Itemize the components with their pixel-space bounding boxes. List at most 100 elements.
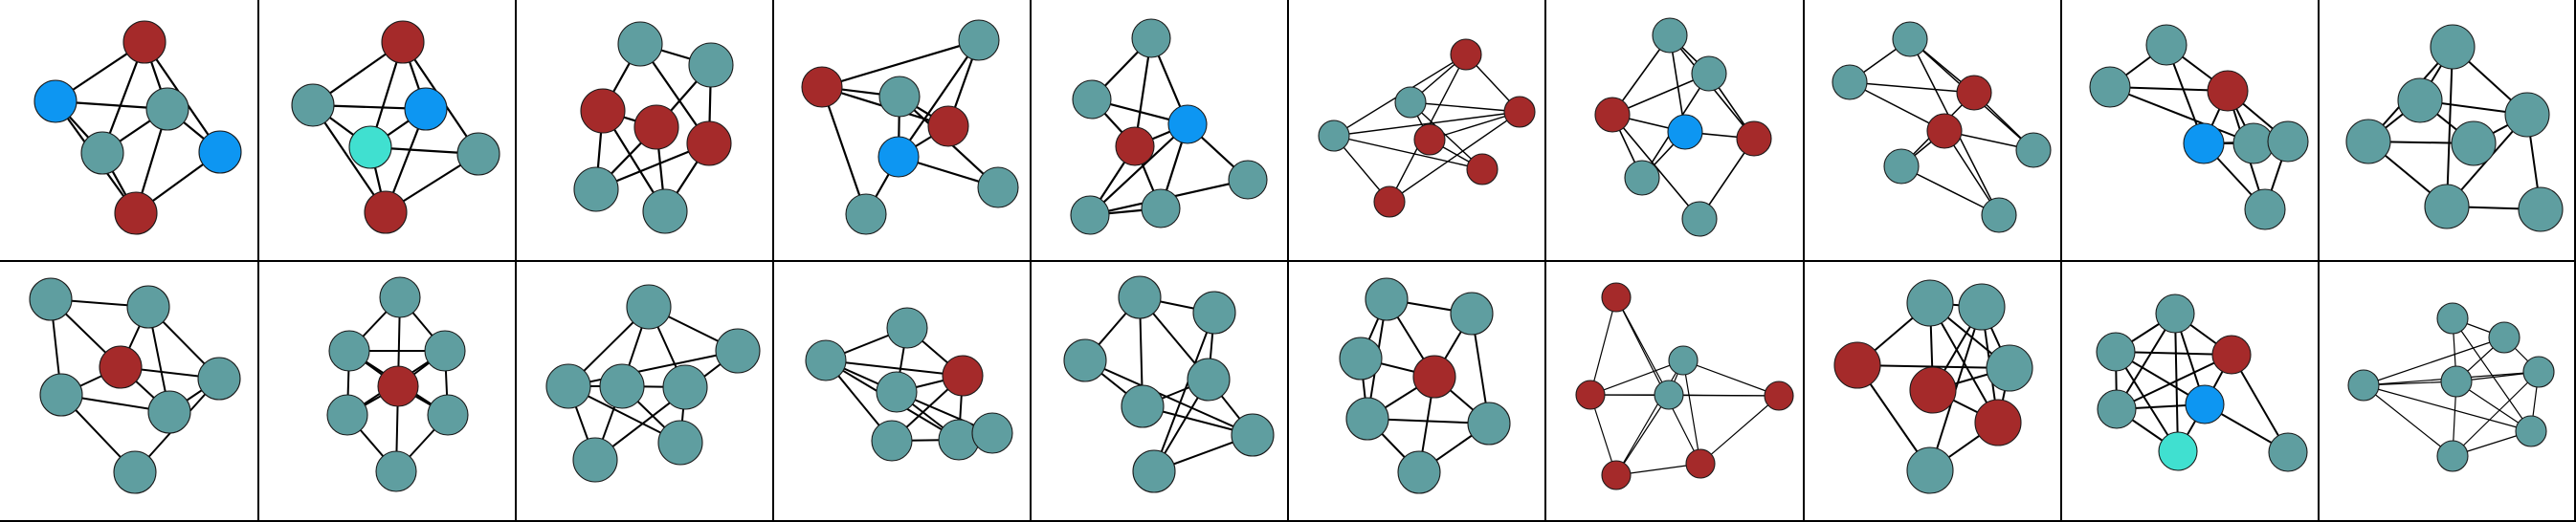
graph-node-red [377,365,419,407]
graph-node-teal [2267,120,2309,163]
graph-node-teal [805,339,847,381]
graph-node-teal [2097,389,2137,429]
graph-node-teal [1070,195,1110,235]
graph-node-teal [1668,345,1699,376]
graph-node-teal [573,166,619,212]
graph-edge [2363,384,2454,457]
graph-node-teal [1397,450,1441,494]
graph-node-teal [39,373,83,417]
graph-node-red [364,190,408,234]
graph-node-teal [2345,119,2391,164]
graph-node-teal [456,132,500,176]
graph-edge [1900,165,2000,216]
graph-cell-r1-c0 [29,277,241,494]
graph-node-teal [2440,365,2473,398]
graph-cell-r1-c9 [2347,302,2555,472]
graph-node-teal [2145,24,2187,66]
graph-node-teal [1467,402,1511,446]
graph-node-teal [427,394,469,436]
graph-node-teal [642,188,688,234]
graph-node-teal [958,19,1000,61]
graph-edge [2109,86,2254,144]
graph-cell-r0-c9 [2345,24,2564,232]
graph-node-teal [1072,79,1112,120]
graph-node-teal [126,285,170,329]
graph-node-teal [1906,279,1954,327]
graph-node-teal [1345,397,1389,441]
graph-node-teal [1450,292,1494,336]
graph-node-red [1736,120,1772,157]
graph-node-red [1503,96,1536,128]
graph-node-blue [877,136,920,178]
graph-node-red [1956,75,1992,111]
graph-node-teal [145,87,189,131]
graph-node-teal [871,420,913,462]
graph-edge [1088,122,1189,217]
graph-node-teal [1624,160,1660,196]
graph-cell-r0-c2 [573,21,734,234]
graph-edge [2363,384,2532,432]
graph-node-teal [2430,24,2476,70]
graph-node-teal [2244,188,2286,230]
graph-node-blue [33,79,78,123]
graph-edge [820,38,981,89]
graph-edge [2446,46,2454,207]
graph-node-red [1413,123,1446,156]
graph-node-red [633,104,679,150]
graph-node-cyan [348,125,392,169]
graph-node-teal [1063,338,1107,382]
graph-node-red [1450,38,1482,71]
graph-node-teal [2015,132,2052,168]
graph-node-teal [424,330,466,372]
graph-node-teal [2515,415,2547,447]
graph-edge [2452,371,2540,457]
graph-node-teal [1691,55,1727,92]
graph-node-teal [29,277,73,321]
graph-node-red [1115,126,1155,166]
graph-node-red [1974,399,2022,446]
graph-cell-r0-c0 [33,20,242,235]
graph-node-teal [1318,120,1350,152]
graph-node-teal [1132,449,1176,493]
graph-node-teal [2436,302,2469,335]
graph-edge [1682,359,1701,465]
graph-node-teal [1339,337,1383,381]
graph-edge [567,350,739,387]
graph-node-blue [1667,114,1703,150]
graph-edge [1615,394,1670,476]
graph-node-teal [688,42,734,88]
graph-cell-r1-c4 [1063,275,1275,493]
graph-edge [1849,81,1975,94]
graph-node-red [686,120,732,166]
graph-cell-r0-c1 [291,20,500,234]
graph-cell-r1-c6 [1575,282,1794,490]
graph-cell-r1-c7 [1833,279,2033,494]
graph-node-blue [404,87,448,131]
graph-node-red [1466,153,1499,185]
graph-node-red [1412,355,1456,399]
graph-node-teal [1654,380,1684,410]
graph-node-red [1373,185,1406,218]
graph-node-teal [626,284,672,330]
graph-node-red [381,20,425,64]
graph-node-teal [1365,277,1409,321]
graph-node-teal [1141,188,1181,228]
graph-node-red [99,345,143,389]
graph-node-teal [1906,446,1954,494]
graph-node-teal [657,420,703,466]
graph-edge [825,359,964,377]
graph-node-teal [2451,120,2497,166]
graph-node-teal [2424,184,2470,229]
graph-cell-r0-c5 [1318,38,1536,218]
graph-node-teal [1958,283,2006,331]
graph-node-red [1594,97,1631,133]
graph-node-red [114,191,158,235]
graph-node-blue [1167,104,1208,144]
graph-node-teal [1986,344,2033,392]
graph-node-teal [1892,21,1928,57]
graph-node-teal [662,364,708,410]
graph-node-red [2207,70,2249,112]
graph-node-red [1685,448,1716,479]
graph-node-teal [113,450,157,494]
